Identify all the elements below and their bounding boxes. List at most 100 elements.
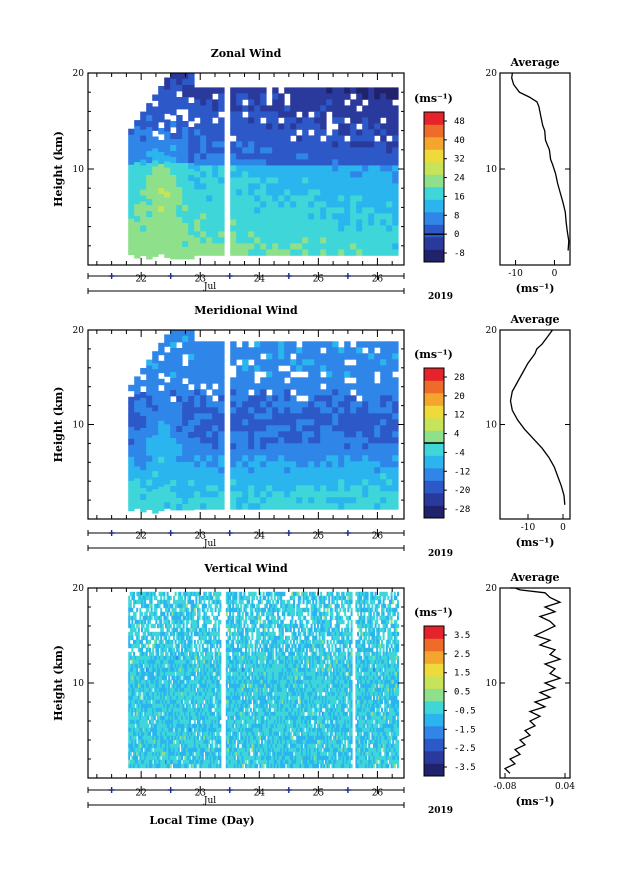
heatmap-cell — [272, 395, 279, 402]
heatmap-cell — [176, 426, 183, 433]
heatmap-cell — [128, 731, 131, 737]
heatmap-cell — [272, 467, 279, 474]
heatmap-cell — [164, 233, 171, 240]
heatmap-cell — [296, 201, 303, 208]
heatmap-cell — [225, 719, 228, 725]
heatmap-cell — [164, 400, 171, 407]
heatmap-cell — [266, 219, 273, 226]
heatmap-cell — [230, 141, 237, 148]
heatmap-cell — [134, 695, 137, 701]
heatmap-cell — [152, 387, 159, 394]
heatmap-cell — [227, 743, 230, 749]
heatmap-cell — [169, 711, 172, 717]
heatmap-cell — [193, 695, 196, 701]
heatmap-cell — [147, 647, 150, 653]
heatmap-cell — [296, 225, 303, 232]
heatmap-cell — [146, 377, 153, 384]
heatmap-cell — [302, 461, 309, 468]
heatmap-cell — [155, 647, 158, 653]
heatmap-cell — [195, 751, 198, 757]
heatmap-cell — [176, 763, 179, 769]
heatmap-cell — [332, 425, 339, 432]
heatmap-cell — [185, 631, 188, 637]
heatmap-cell — [260, 177, 267, 184]
heatmap-cell — [163, 635, 166, 641]
heatmap-cell — [155, 671, 158, 677]
heatmap-cell — [302, 443, 309, 450]
heatmap-cell — [160, 675, 163, 681]
day-tick-label: 25 — [313, 275, 325, 285]
heatmap-cell — [194, 431, 201, 438]
heatmap-cell — [128, 194, 135, 202]
heatmap-cell — [206, 135, 213, 142]
heatmap-cell — [174, 591, 177, 597]
heatmap-cell — [184, 711, 187, 717]
heatmap-cell — [362, 105, 369, 112]
heatmap-cell — [344, 189, 351, 196]
heatmap-cell — [350, 243, 357, 250]
heatmap-cell — [163, 695, 166, 701]
heatmap-cell — [176, 731, 179, 737]
heatmap-cell — [326, 135, 333, 142]
heatmap-cell — [218, 141, 225, 148]
heatmap-cell — [225, 599, 228, 605]
heatmap-cell — [144, 755, 147, 761]
heatmap-cell — [134, 484, 141, 491]
heatmap-cell — [152, 208, 159, 215]
heatmap-cell — [194, 437, 201, 444]
heatmap-cell — [153, 611, 156, 617]
heatmap-cell — [131, 695, 134, 701]
heatmap-cell — [362, 395, 369, 402]
heatmap-cell — [225, 711, 228, 717]
heatmap-cell — [344, 347, 351, 354]
heatmap-cell — [195, 755, 198, 761]
heatmap-cell — [332, 147, 339, 154]
heatmap-cell — [386, 455, 393, 462]
heatmap-cell — [272, 213, 279, 220]
heatmap-cell — [164, 502, 171, 509]
heatmap-cell — [229, 715, 231, 721]
heatmap-cell — [157, 743, 159, 749]
heatmap-cell — [152, 483, 159, 490]
heatmap-cell — [374, 419, 381, 426]
heatmap-cell — [362, 377, 369, 384]
heatmap-cell — [129, 715, 132, 721]
heatmap-cell — [144, 679, 147, 685]
heatmap-cell — [242, 135, 249, 142]
heatmap-cell — [217, 719, 220, 725]
heatmap-cell — [236, 455, 243, 462]
heatmap-cell — [308, 165, 315, 172]
heatmap-cell — [193, 763, 196, 769]
heatmap-cell — [356, 213, 363, 220]
heatmap-cell — [176, 492, 183, 499]
heatmap-cell — [184, 699, 187, 705]
heatmap-cell — [149, 687, 151, 693]
heatmap-cell — [161, 719, 164, 725]
heatmap-cell — [136, 591, 139, 597]
heatmap-cell — [362, 93, 369, 100]
heatmap-cell — [157, 683, 159, 689]
heatmap-cell — [166, 727, 169, 733]
heatmap-cell — [368, 141, 375, 148]
heatmap-cell — [181, 703, 183, 709]
heatmap-cell — [213, 719, 215, 725]
heatmap-cell — [165, 671, 167, 677]
heatmap-cell — [184, 747, 187, 753]
heatmap-cell — [201, 635, 204, 641]
heatmap-cell — [232, 643, 235, 649]
heatmap-cell — [158, 504, 165, 512]
heatmap-cell — [140, 117, 147, 124]
heatmap-cell — [152, 202, 159, 209]
heatmap-cell — [229, 735, 231, 741]
heatmap-cell — [179, 711, 182, 717]
heatmap-cell — [308, 503, 315, 510]
heatmap-cell — [206, 735, 209, 741]
heatmap-cell — [146, 199, 153, 206]
heatmap-cell — [179, 703, 182, 709]
heatmap-cell — [272, 243, 279, 250]
heatmap-cell — [302, 117, 309, 124]
heatmap-cell — [176, 759, 179, 765]
heatmap-cell — [278, 383, 285, 390]
heatmap-cell — [248, 237, 255, 244]
heatmap-cell — [232, 655, 235, 661]
